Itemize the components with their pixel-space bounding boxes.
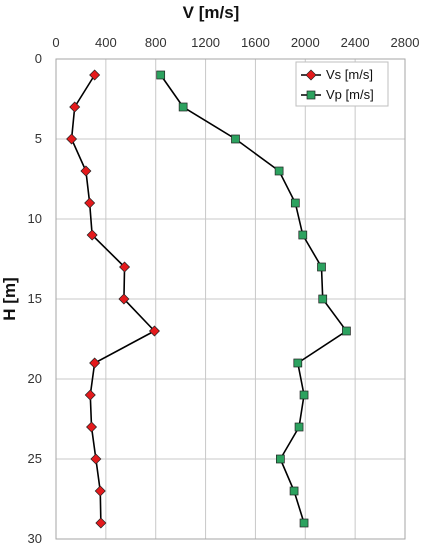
y-tick-label: 25 bbox=[28, 451, 42, 466]
data-point bbox=[84, 197, 96, 209]
data-point bbox=[317, 262, 326, 272]
tick-labels: 0 400 800 1200 1600 2000 2400 2800 0 5 10 15 20 25 30 bbox=[28, 35, 420, 546]
data-point bbox=[148, 325, 160, 337]
x-tick-label: 2800 bbox=[391, 35, 420, 50]
x-tick-label: 1200 bbox=[191, 35, 220, 50]
legend-label: Vs [m/s] bbox=[326, 67, 373, 82]
data-point bbox=[298, 230, 308, 240]
legend-label: Vp [m/s] bbox=[326, 87, 374, 102]
x-tick-label: 400 bbox=[95, 35, 117, 50]
plot-frame bbox=[55, 58, 406, 540]
data-point bbox=[90, 453, 102, 465]
data-point bbox=[80, 165, 92, 177]
series-1 bbox=[66, 69, 160, 529]
x-tick-label: 2000 bbox=[291, 35, 320, 50]
data-point bbox=[299, 390, 309, 400]
data-point bbox=[89, 69, 101, 81]
data-point bbox=[294, 422, 304, 432]
series-2 bbox=[156, 70, 351, 528]
data-point bbox=[119, 261, 131, 273]
legend-marker bbox=[306, 90, 316, 100]
data-point bbox=[299, 518, 309, 528]
data-point bbox=[69, 101, 81, 113]
y-tick-label: 5 bbox=[35, 131, 42, 146]
legend: Vs [m/s] Vp [m/s] bbox=[295, 61, 389, 107]
data-point bbox=[95, 517, 107, 529]
data-point bbox=[66, 133, 78, 145]
y-tick-label: 10 bbox=[28, 211, 42, 226]
y-tick-label: 15 bbox=[28, 291, 42, 306]
series-layer bbox=[66, 69, 351, 529]
data-point bbox=[84, 389, 96, 401]
x-tick-label: 1600 bbox=[241, 35, 270, 50]
data-point bbox=[318, 294, 328, 304]
data-point bbox=[156, 70, 166, 80]
x-axis-title: V [m/s] bbox=[183, 3, 240, 22]
y-tick-label: 20 bbox=[28, 371, 42, 386]
x-tick-label: 0 bbox=[52, 35, 59, 50]
data-point bbox=[86, 229, 98, 241]
data-point bbox=[293, 358, 303, 368]
y-axis-title: H [m] bbox=[0, 277, 19, 320]
data-point bbox=[290, 198, 300, 208]
legend-marker bbox=[305, 69, 317, 81]
data-point bbox=[289, 486, 299, 496]
y-tick-label: 30 bbox=[28, 531, 42, 546]
x-tick-label: 2400 bbox=[341, 35, 370, 50]
data-point bbox=[94, 485, 106, 497]
data-point bbox=[276, 454, 285, 464]
data-point bbox=[89, 357, 101, 369]
data-point bbox=[86, 421, 98, 433]
x-tick-label: 800 bbox=[145, 35, 167, 50]
data-point bbox=[274, 166, 284, 176]
data-point bbox=[118, 293, 130, 305]
data-point bbox=[231, 134, 240, 144]
y-tick-label: 0 bbox=[35, 51, 42, 66]
data-point bbox=[178, 102, 188, 112]
data-point bbox=[342, 326, 351, 336]
